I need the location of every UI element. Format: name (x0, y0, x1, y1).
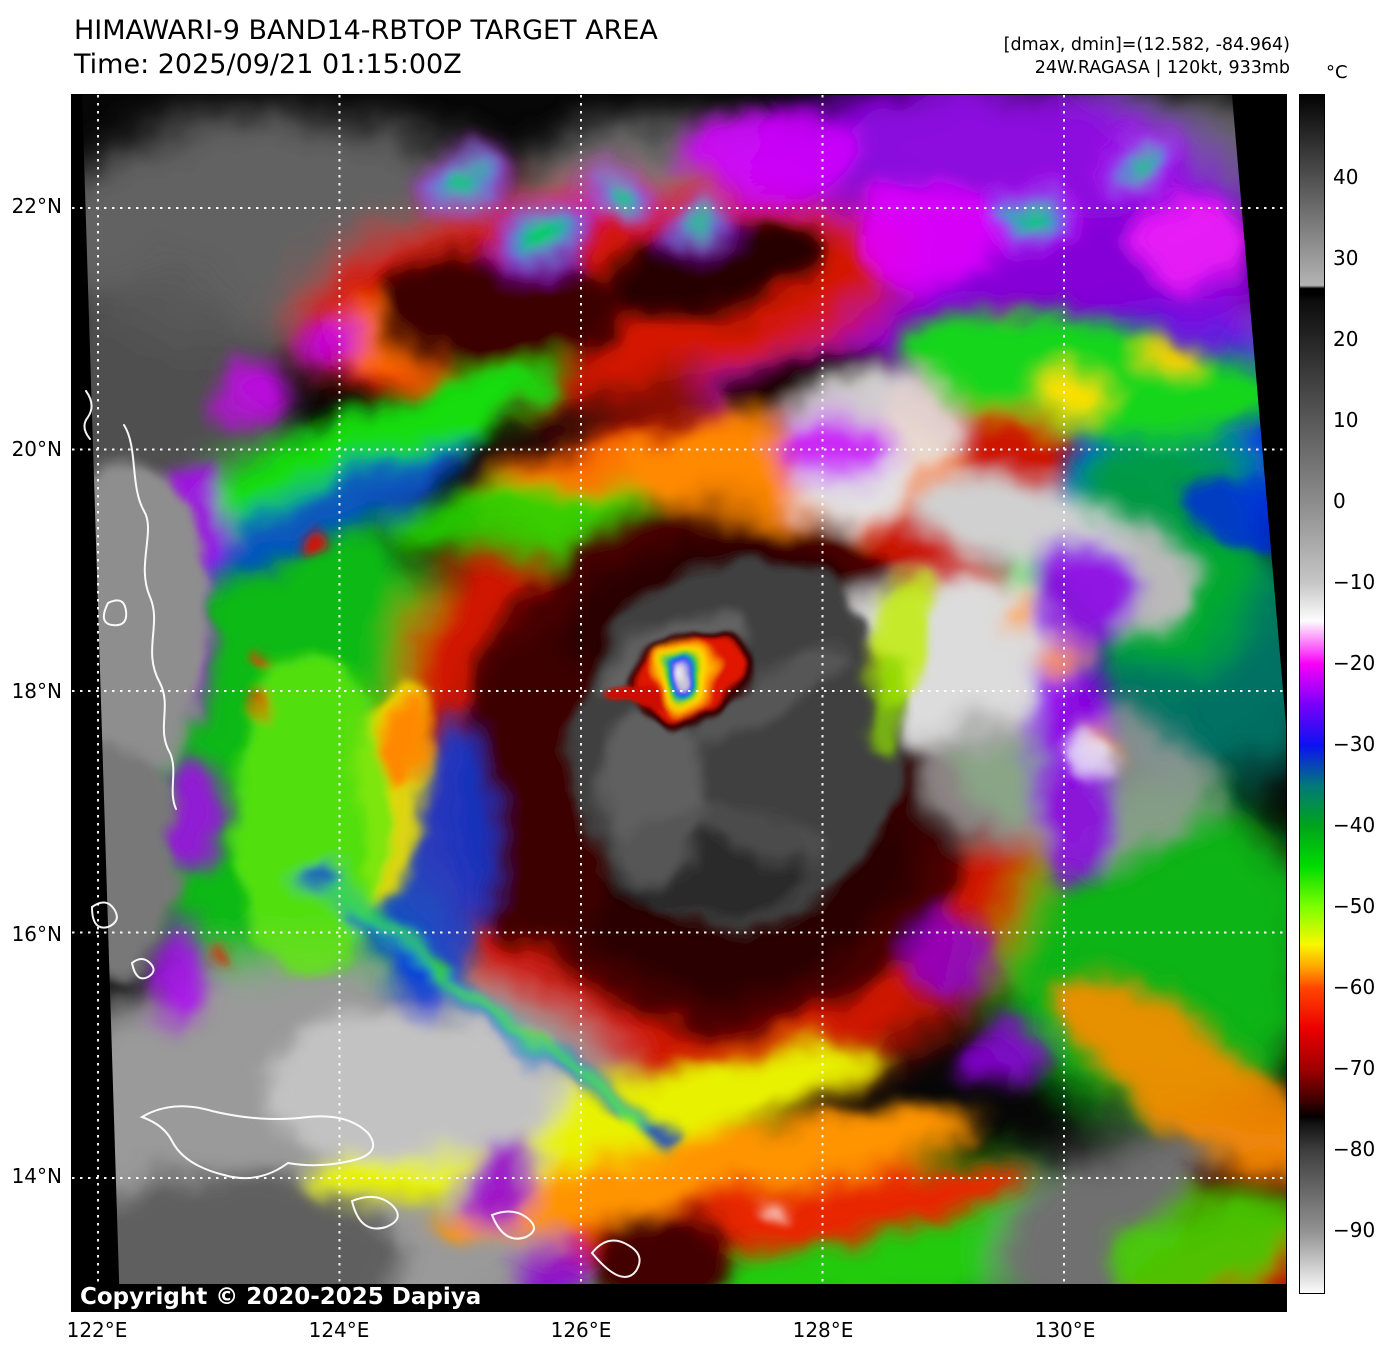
colorbar-tick-label: −30 (1333, 732, 1376, 756)
copyright-text: Copyright © 2020-2025 Dapiya (80, 1284, 482, 1310)
title-block: HIMAWARI-9 BAND14-RBTOP TARGET AREA Time… (74, 14, 658, 82)
map-plot: Copyright © 2020-2025 Dapiya (71, 94, 1287, 1312)
lon-tick-label: 126°E (550, 1318, 612, 1342)
colorbar-tick-label: −70 (1333, 1056, 1376, 1080)
colorbar-tick-label: 20 (1333, 327, 1359, 351)
lon-tick-label: 128°E (792, 1318, 854, 1342)
copyright-band: Copyright © 2020-2025 Dapiya (72, 1284, 1286, 1311)
colorbar-tick-label: 10 (1333, 408, 1359, 432)
lat-tick-label: 18°N (11, 679, 62, 703)
colorbar-tick-label: 40 (1333, 165, 1359, 189)
colorbar (1299, 94, 1325, 1294)
colorbar-tick-label: −10 (1333, 570, 1376, 594)
lon-tick-label: 130°E (1034, 1318, 1096, 1342)
colorbar-tick-label: 0 (1333, 489, 1346, 513)
colorbar-tick-label: −20 (1333, 651, 1376, 675)
lat-tick-label: 16°N (11, 921, 62, 946)
lat-tick-label: 20°N (11, 436, 62, 461)
colorbar-tick-label: −80 (1333, 1137, 1376, 1161)
lat-tick-label: 14°N (11, 1164, 62, 1188)
colorbar-tick-label: −90 (1333, 1218, 1376, 1242)
dmax-dmin-readout: [dmax, dmin]=(12.582, -84.964) (1003, 35, 1290, 55)
lon-tick-label: 122°E (66, 1318, 128, 1342)
lon-tick-label: 124°E (308, 1318, 370, 1342)
colorbar-unit: °C (1326, 62, 1348, 83)
colorbar-tick-label: 30 (1333, 246, 1359, 270)
cloud-field (72, 95, 1286, 1311)
header-info: [dmax, dmin]=(12.582, -84.964) 24W.RAGAS… (1004, 34, 1290, 80)
typhoon-eye (602, 632, 748, 728)
storm-status: 24W.RAGASA | 120kt, 933mb (1034, 58, 1290, 78)
colorbar-tick-label: −50 (1333, 894, 1376, 918)
satellite-imagery (72, 95, 1286, 1311)
colorbar-tick-label: −40 (1333, 813, 1376, 837)
figure-timestamp: Time: 2025/09/21 01:15:00Z (74, 49, 462, 80)
lat-tick-label: 22°N (11, 194, 62, 218)
colorbar-tick-label: −60 (1333, 975, 1376, 999)
figure-title: HIMAWARI-9 BAND14-RBTOP TARGET AREA (74, 15, 658, 46)
graticule (72, 95, 1286, 1311)
